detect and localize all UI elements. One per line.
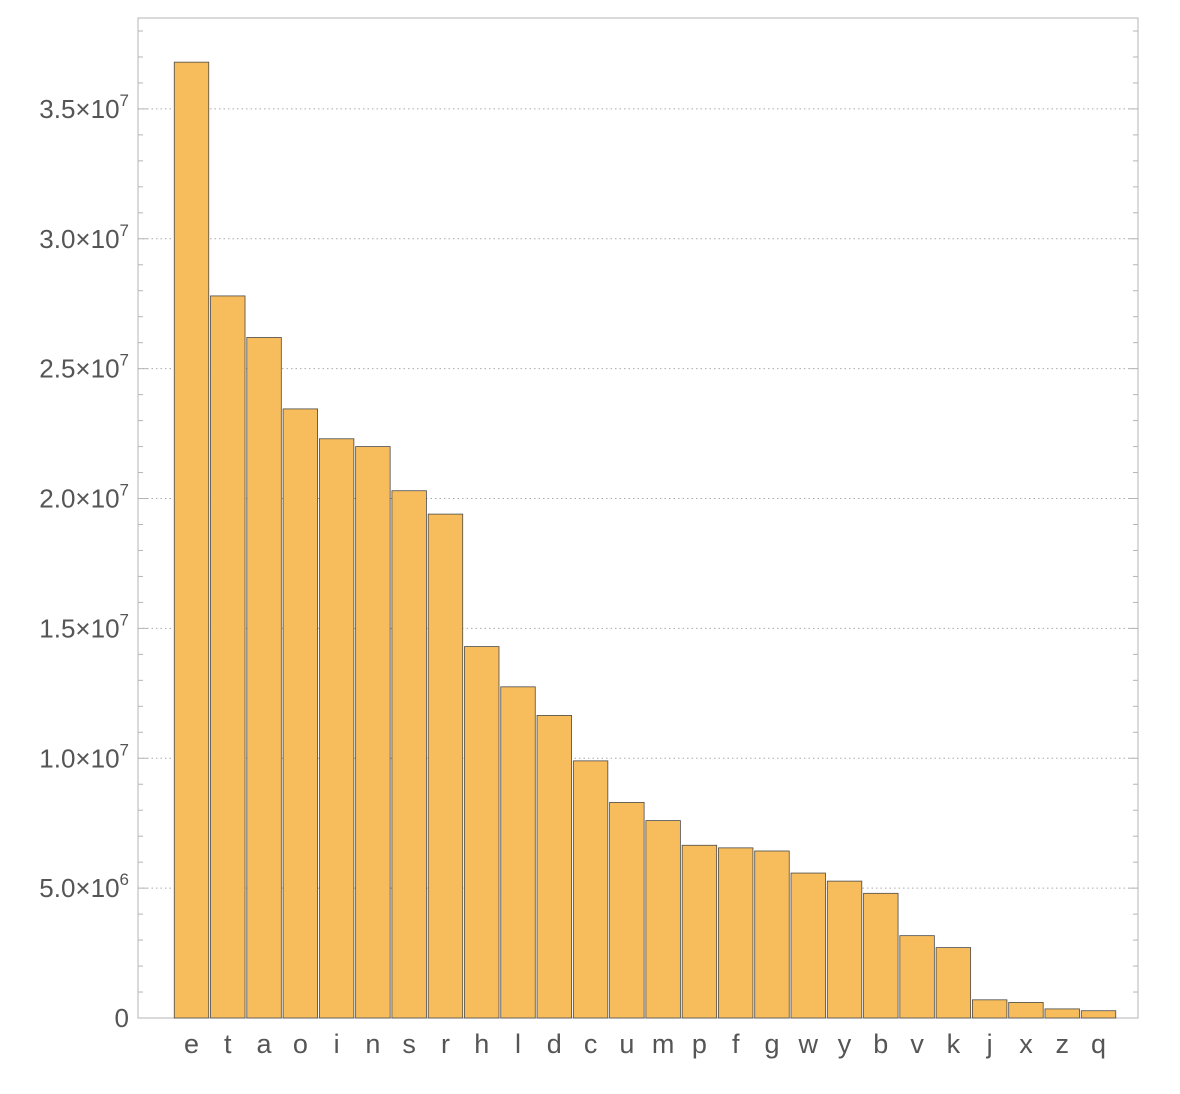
y-tick-label: 3.5×107 bbox=[39, 91, 129, 124]
bar-x bbox=[1008, 1002, 1044, 1019]
x-tick-label: v bbox=[910, 1029, 924, 1059]
x-tick-label: y bbox=[838, 1029, 852, 1059]
bar-h bbox=[464, 646, 500, 1019]
bar-c bbox=[572, 760, 609, 1019]
x-tick-label: d bbox=[547, 1029, 562, 1059]
x-tick-label: k bbox=[947, 1029, 961, 1059]
x-tick-label: u bbox=[619, 1029, 634, 1059]
x-tick-label: n bbox=[365, 1029, 380, 1059]
x-tick-label: w bbox=[798, 1029, 819, 1059]
bar-y bbox=[826, 880, 863, 1019]
bar-r bbox=[427, 513, 464, 1019]
bar-g bbox=[754, 850, 790, 1019]
x-tick-label: m bbox=[652, 1029, 675, 1059]
x-tick-label: x bbox=[1019, 1029, 1033, 1059]
x-tick-label: e bbox=[184, 1029, 199, 1059]
bar-n bbox=[355, 446, 391, 1019]
x-tick-label: a bbox=[257, 1029, 273, 1059]
x-tick-label: o bbox=[293, 1029, 308, 1059]
x-tick-label: f bbox=[732, 1029, 740, 1059]
x-tick-label: p bbox=[692, 1029, 707, 1059]
y-tick-label: 2.0×107 bbox=[39, 481, 129, 514]
x-tick-label: h bbox=[474, 1029, 489, 1059]
y-tick-label: 5.0×106 bbox=[39, 870, 129, 903]
bar-m bbox=[645, 820, 681, 1019]
x-tick-label: s bbox=[402, 1029, 416, 1059]
bar-p bbox=[681, 844, 718, 1019]
x-tick-label: q bbox=[1091, 1029, 1106, 1059]
minor-ticks bbox=[138, 30, 1138, 1019]
bar-e bbox=[173, 61, 210, 1019]
x-tick-label: i bbox=[334, 1029, 340, 1059]
bar-j bbox=[972, 999, 1008, 1019]
x-tick-label: b bbox=[873, 1029, 888, 1059]
x-tick-label: j bbox=[986, 1029, 993, 1059]
y-tick-label: 3.0×107 bbox=[39, 221, 129, 254]
x-tick-label: c bbox=[584, 1029, 598, 1059]
y-tick-label: 2.5×107 bbox=[39, 351, 129, 384]
bar-o bbox=[282, 408, 318, 1019]
bar-d bbox=[536, 715, 572, 1019]
bar-q bbox=[1080, 1010, 1117, 1019]
bar-k bbox=[935, 947, 972, 1019]
bar-s bbox=[391, 490, 427, 1019]
bar-w bbox=[790, 872, 826, 1019]
y-tick-label: 1.5×107 bbox=[39, 610, 129, 643]
bar-t bbox=[210, 295, 246, 1019]
bars bbox=[173, 61, 1117, 1019]
y-axis-ticks: 0 5.0×106 1.0×107 1.5×107 2.0×107 2.5×107 3.0×… bbox=[39, 91, 129, 1033]
bar-u bbox=[609, 802, 645, 1019]
bar-f bbox=[718, 847, 754, 1019]
x-tick-label: g bbox=[764, 1029, 779, 1059]
bar-l bbox=[500, 686, 536, 1019]
bar-b bbox=[863, 892, 899, 1019]
x-tick-label: t bbox=[224, 1029, 232, 1059]
x-tick-label: r bbox=[441, 1029, 450, 1059]
bar-i bbox=[318, 438, 355, 1019]
bar-v bbox=[899, 935, 935, 1019]
y-tick-label: 1.0×107 bbox=[39, 740, 129, 773]
bar-a bbox=[246, 337, 282, 1019]
y-tick-label: 0 bbox=[115, 1003, 129, 1033]
x-tick-label: z bbox=[1055, 1029, 1069, 1059]
x-tick-label: l bbox=[515, 1029, 521, 1059]
bar-z bbox=[1044, 1008, 1080, 1019]
